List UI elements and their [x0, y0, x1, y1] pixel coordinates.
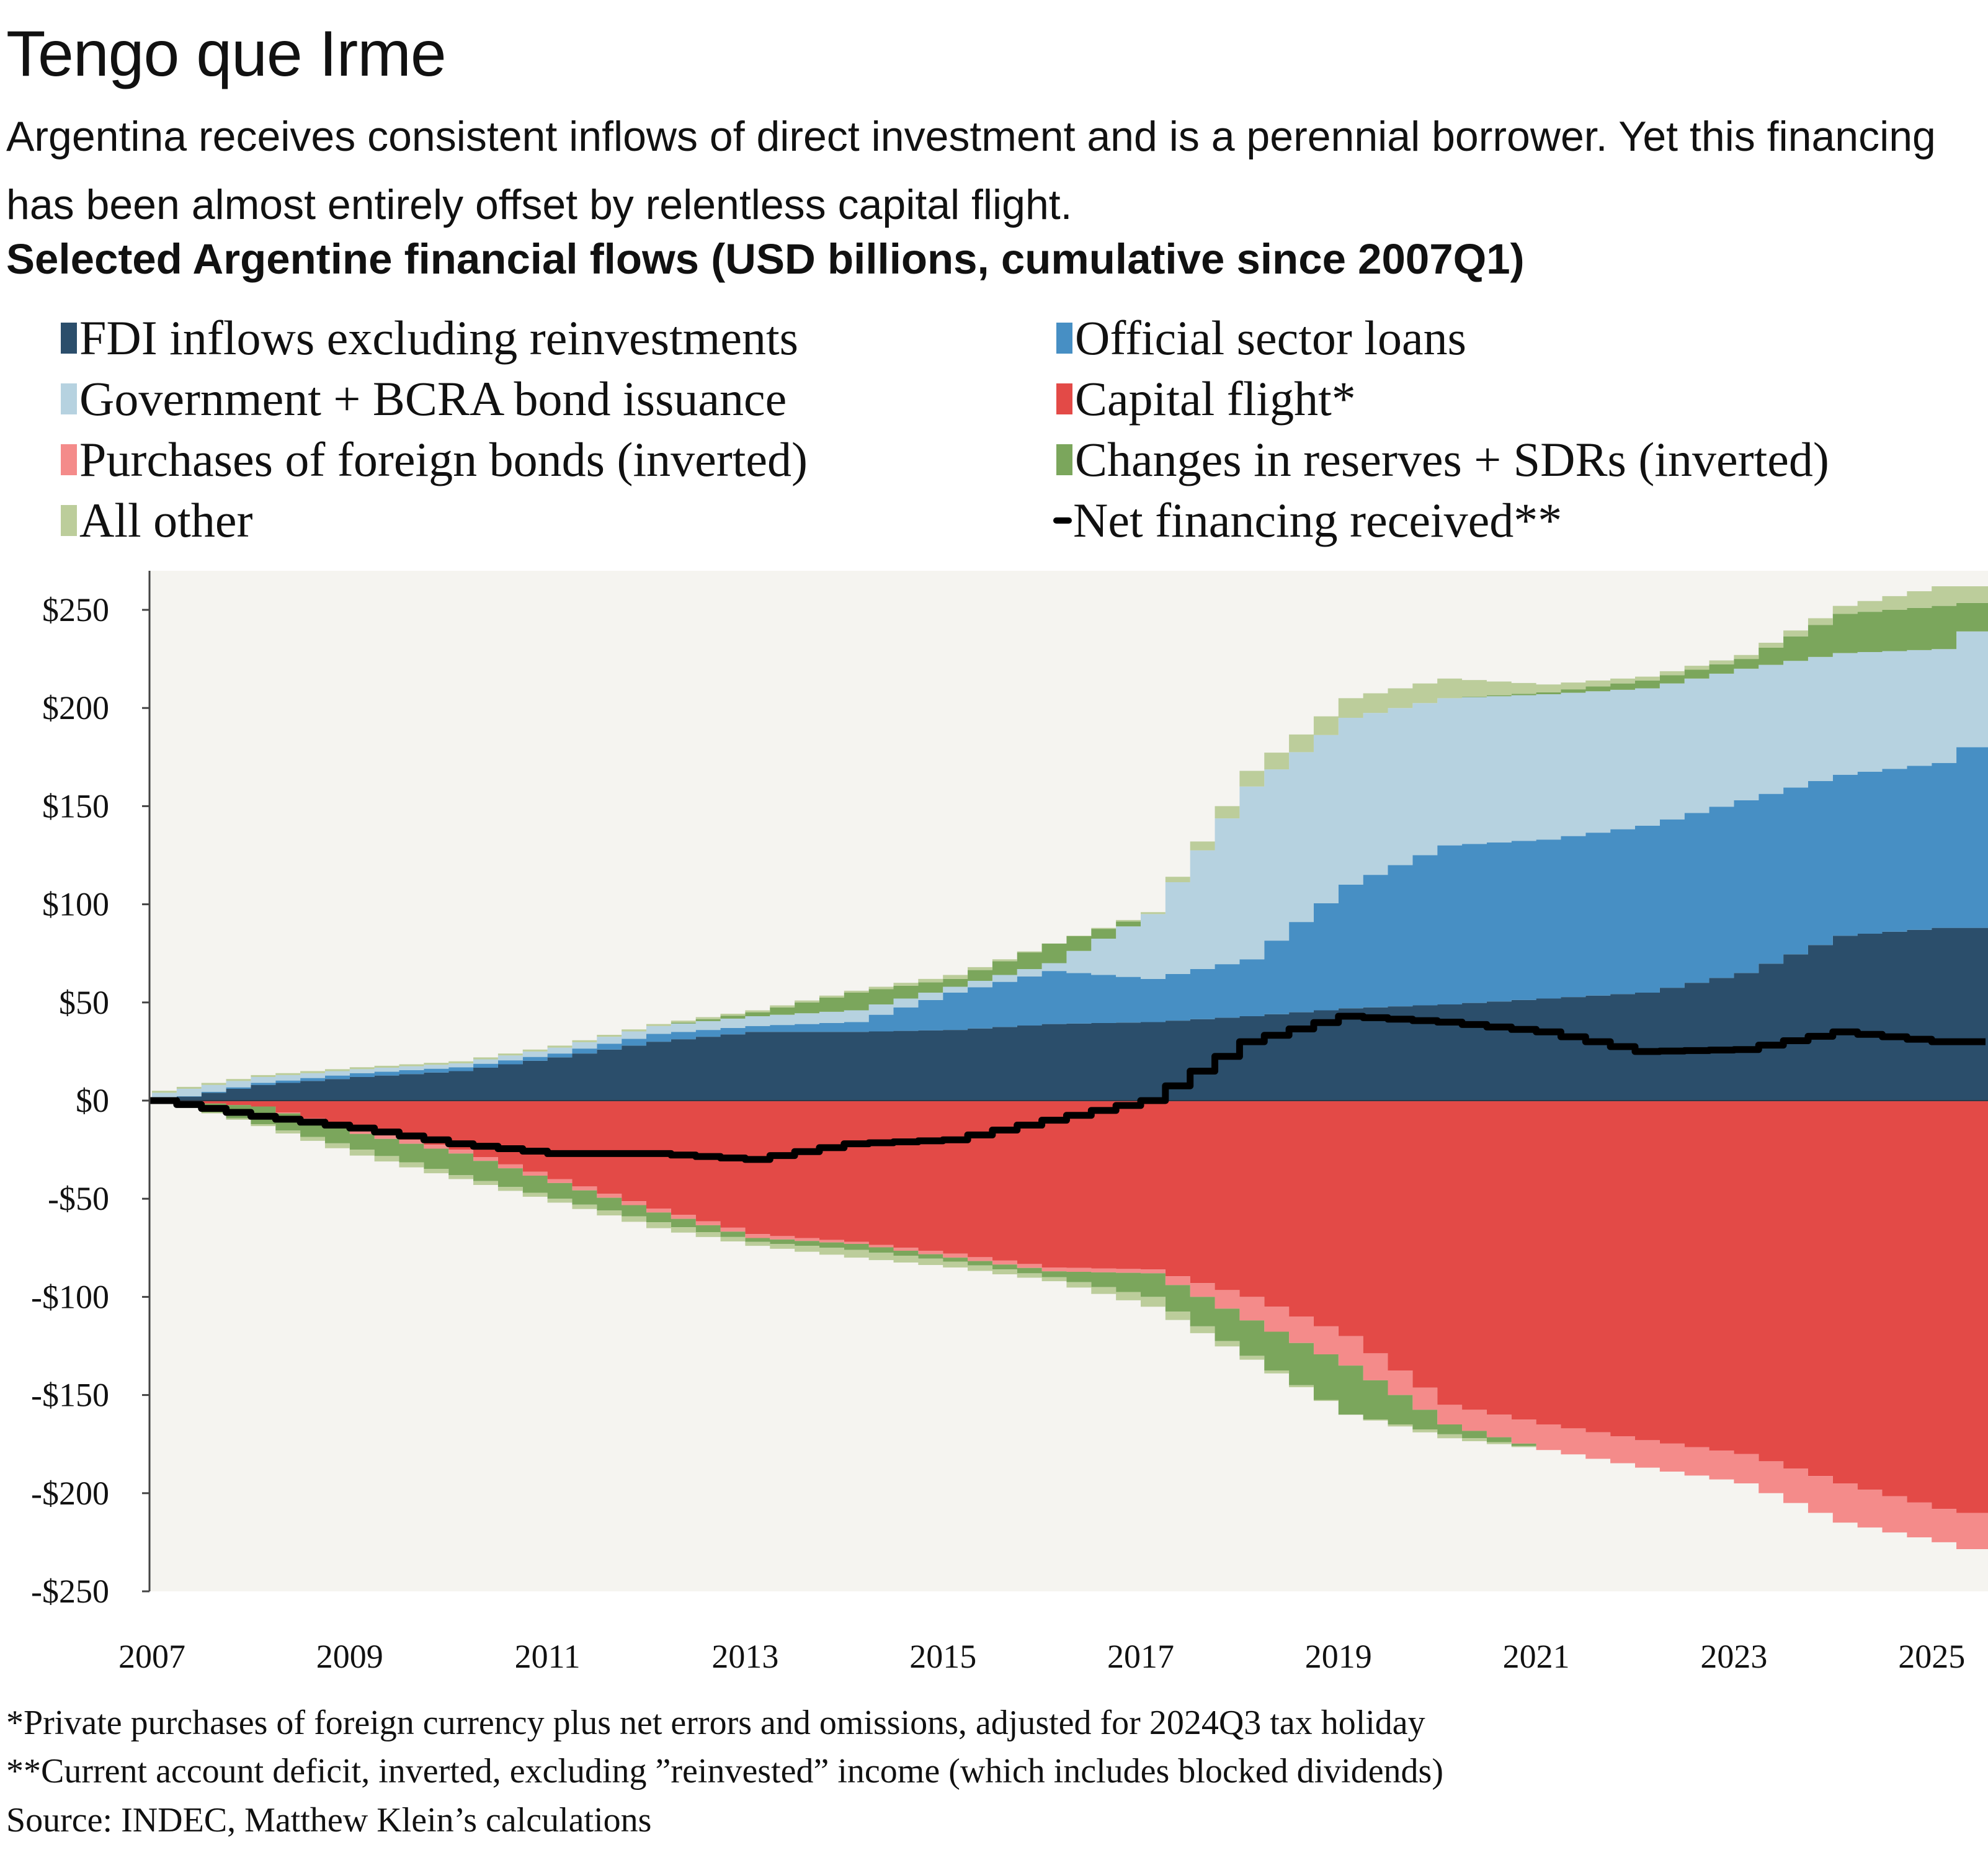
y-tick-label: -$200: [31, 1475, 109, 1512]
area-official-sector-loans-positive: [152, 747, 1988, 1101]
x-axis-ticks: 2007 2009 2011 2013 2015 2017 2019 2021 2023 2025: [118, 1638, 1965, 1675]
legend-item-capital-flight: Capital flight*: [1056, 371, 1356, 427]
area-purchases-of-foreign-bonds-inverted-negative: [152, 1101, 1988, 1549]
y-tick-label: -$150: [31, 1377, 109, 1414]
area-changes-in-reserves-sdrs-inverted-positive: [152, 602, 1988, 1093]
area-government-bcra-bond-issuance-positive: [152, 631, 1988, 1101]
x-tick-label: 2021: [1503, 1638, 1570, 1675]
footnote-net-financing: **Current account deficit, inverted, exc…: [6, 1752, 1443, 1790]
chart-heading: Selected Argentine financial flows (USD …: [6, 235, 1525, 283]
legend-swatch-icon: [61, 383, 77, 414]
legend-swatch-icon: [61, 444, 77, 475]
y-tick-label: -$100: [31, 1278, 109, 1315]
x-tick-label: 2025: [1898, 1638, 1965, 1675]
y-tick-label: $100: [42, 886, 109, 923]
legend-label: Capital flight*: [1075, 372, 1356, 426]
legend-item-foreign-bonds: Purchases of foreign bonds (inverted): [61, 432, 808, 488]
legend-swatch-icon: [1056, 444, 1072, 475]
y-tick-label: $0: [76, 1082, 109, 1119]
footnote-capital-flight: *Private purchases of foreign currency p…: [6, 1704, 1425, 1742]
legend-item-net-financing: Net financing received**: [1053, 493, 1562, 548]
y-tick-label: -$250: [31, 1573, 109, 1610]
legend-line-icon: [1053, 517, 1072, 524]
legend-label: Net financing received**: [1073, 493, 1562, 547]
chart-title: Tengo que Irme: [6, 18, 447, 90]
area-all-other-negative: [152, 1101, 1988, 1549]
legend-item-bond-issuance: Government + BCRA bond issuance: [61, 371, 787, 427]
y-tick-label: $250: [42, 591, 109, 628]
area-fdi-inflows-excluding-reinvestments-positive: [152, 928, 1988, 1101]
y-tick-label: $200: [42, 689, 109, 726]
x-tick-label: 2013: [711, 1638, 778, 1675]
legend-swatch-icon: [1056, 323, 1072, 354]
legend-swatch-icon: [61, 323, 77, 354]
y-axis-ticks: $250 $200 $150 $100 $50 $0 -$50 -$100 -$150 -$200…: [31, 591, 149, 1610]
legend-label: Purchases of foreign bonds (inverted): [79, 432, 808, 486]
legend-item-official-loans: Official sector loans: [1056, 310, 1466, 366]
legend-item-reserves: Changes in reserves + SDRs (inverted): [1056, 432, 1829, 488]
x-tick-label: 2019: [1305, 1638, 1372, 1675]
x-tick-label: 2017: [1107, 1638, 1174, 1675]
source-note: Source: INDEC, Matthew Klein’s calculati…: [6, 1801, 652, 1839]
series-areas: [152, 586, 1988, 1549]
legend-label: All other: [79, 493, 253, 547]
net-financing-line: [148, 1012, 1986, 1163]
chart-subtitle: Argentina receives consistent inflows of…: [6, 113, 1936, 228]
stacked-area-chart: $250 $200 $150 $100 $50 $0 -$50 -$100 -$150 -$200…: [31, 571, 1988, 1675]
y-tick-label: $150: [42, 787, 109, 825]
x-tick-label: 2015: [909, 1638, 976, 1675]
legend-label: Changes in reserves + SDRs (inverted): [1075, 432, 1829, 486]
area-capital-flight-negative: [152, 1101, 1988, 1513]
legend-item-all-other: All other: [61, 493, 252, 548]
x-tick-label: 2023: [1700, 1638, 1767, 1675]
x-tick-label: 2011: [515, 1638, 581, 1675]
y-tick-label: -$50: [48, 1180, 109, 1217]
legend-swatch-icon: [1056, 383, 1072, 414]
y-tick-label: $50: [59, 984, 109, 1021]
x-tick-label: 2007: [118, 1638, 185, 1675]
legend-label: Official sector loans: [1075, 311, 1467, 365]
legend-item-fdi: FDI inflows excluding reinvestments: [61, 310, 798, 366]
legend-label: FDI inflows excluding reinvestments: [79, 311, 798, 365]
legend-label: Government + BCRA bond issuance: [79, 372, 787, 426]
legend-swatch-icon: [61, 505, 77, 536]
x-tick-label: 2009: [316, 1638, 383, 1675]
